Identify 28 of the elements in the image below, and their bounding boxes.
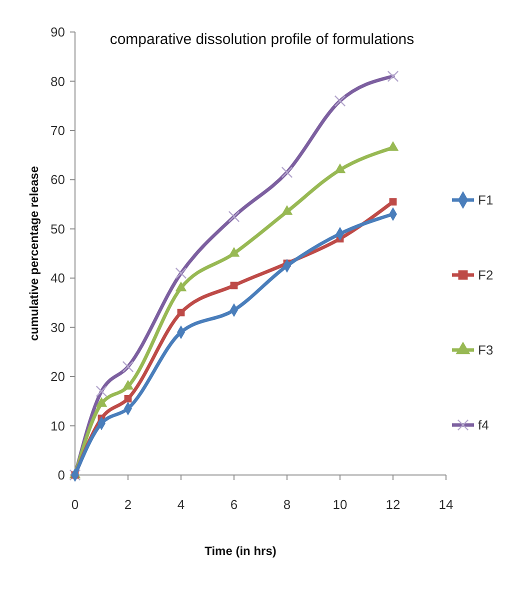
x-axis-title: Time (in hrs) [204,544,276,558]
y-axis-title: cumulative percentage release [27,166,41,341]
y-tick-label: 40 [50,270,65,286]
point [389,198,397,206]
legend-label: F3 [478,342,494,358]
x-tick-label: 12 [386,497,400,512]
legend-label: F1 [478,192,494,208]
point [177,308,185,316]
x-tick-label: 0 [71,497,79,512]
y-tick-label: 20 [50,369,65,384]
chart-title: comparative dissolution profile of formulations [110,31,414,48]
x-tick-label: 10 [332,497,348,512]
x-tick-label: 14 [438,497,454,512]
y-tick-label: 10 [50,418,65,434]
x-tick-label: 6 [230,497,238,512]
y-tick-label: 0 [58,468,65,483]
y-tick-label: 50 [50,221,65,236]
y-tick-label: 60 [50,172,65,188]
y-tick-label: 80 [50,74,65,89]
legend-label: f4 [478,418,489,433]
y-tick-label: 70 [50,122,65,138]
point [124,395,132,402]
x-tick-label: 2 [124,497,132,512]
legend-label: F2 [478,268,494,283]
y-tick-label: 30 [50,320,65,335]
y-tick-label: 90 [50,24,65,40]
x-tick-label: 8 [283,497,291,512]
x-tick-label: 4 [177,497,185,512]
